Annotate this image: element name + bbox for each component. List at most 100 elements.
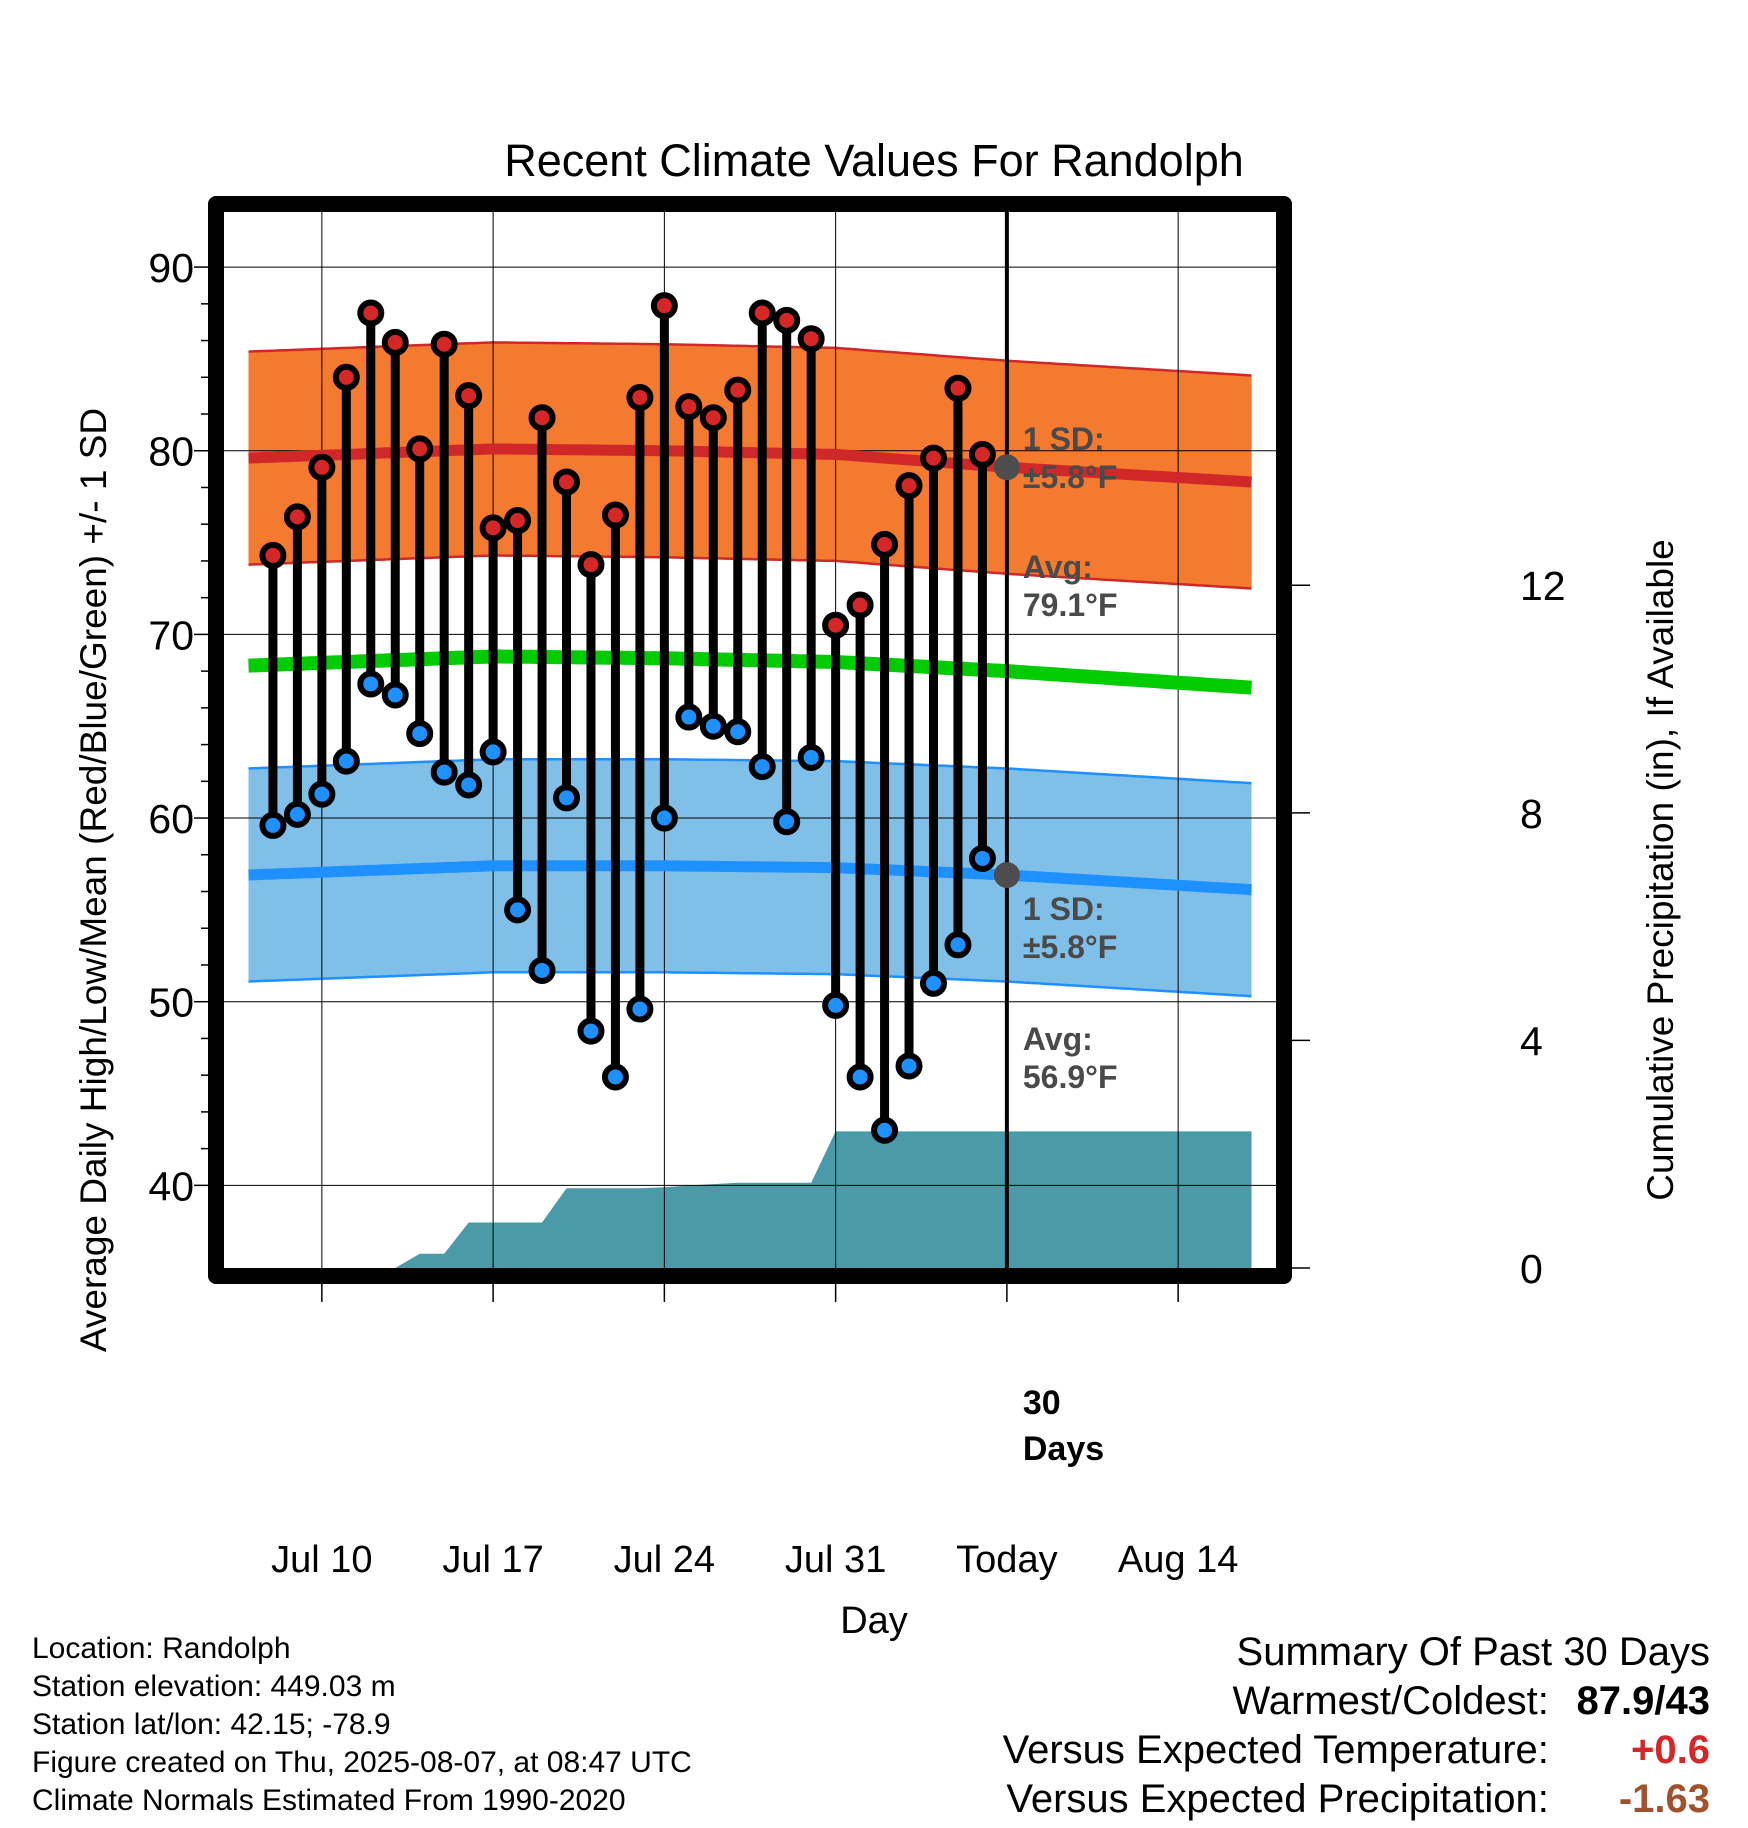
station-location: Location: Randolph: [32, 1632, 291, 1665]
high-sd-annotation: 1 SD: ±5.8°F: [1023, 421, 1117, 495]
summary-row-temperature: Versus Expected Temperature: +0.6: [810, 1726, 1710, 1775]
daily-high-point: [724, 376, 752, 404]
daily-low-point: [332, 747, 360, 775]
climate-normals-note: Climate Normals Estimated From 1990-2020: [32, 1784, 626, 1817]
daily-high-point: [259, 541, 287, 569]
today-low-normal-dot: [993, 861, 1020, 888]
summary-value: 87.9/43: [1576, 1679, 1710, 1723]
daily-low-point: [381, 681, 409, 709]
summary-label: Versus Expected Temperature:: [1002, 1728, 1549, 1772]
y2-tick-label: 12: [1520, 563, 1566, 609]
daily-low-point: [650, 804, 678, 832]
daily-low-point: [601, 1063, 629, 1091]
daily-low-point: [724, 718, 752, 746]
daily-low-point: [357, 670, 385, 698]
y-tick-label: 50: [148, 980, 194, 1026]
y2-tick-label: 0: [1520, 1246, 1543, 1292]
station-latlon: Station lat/lon: 42.15; -78.9: [32, 1708, 391, 1741]
daily-high-point: [699, 404, 727, 432]
daily-high-point: [479, 514, 507, 542]
daily-high-point: [308, 453, 336, 481]
y2-axis-label: Cumulative Precipitation (in), If Availa…: [1640, 539, 1681, 1201]
today-high-normal-dot: [993, 454, 1020, 481]
daily-low-point: [968, 844, 996, 872]
low-sd-annotation: 1 SD: ±5.8°F: [1023, 891, 1117, 965]
daily-low-point: [283, 800, 311, 828]
daily-high-point: [944, 374, 972, 402]
daily-high-point: [748, 299, 776, 327]
daily-high-point: [675, 393, 703, 421]
daily-high-point: [504, 507, 532, 535]
daily-low-point: [919, 969, 947, 997]
precipitation-area: [272, 1131, 1252, 1268]
x-tick-label: Today: [956, 1539, 1057, 1581]
daily-low-point: [430, 758, 458, 786]
summary-value: -1.63: [1618, 1777, 1710, 1821]
daily-low-point: [528, 956, 556, 984]
y-axis-label: Average Daily High/Low/Mean (Red/Blue/Gr…: [73, 408, 114, 1352]
daily-high-point: [455, 382, 483, 410]
summary-value: +0.6: [1631, 1728, 1710, 1772]
figure-created: Figure created on Thu, 2025-08-07, at 08…: [32, 1746, 692, 1779]
low-avg-annotation: Avg: 56.9°F: [1023, 1021, 1118, 1095]
daily-high-point: [919, 444, 947, 472]
daily-low-point: [797, 743, 825, 771]
daily-low-point: [577, 1017, 605, 1045]
daily-low-point: [259, 811, 287, 839]
daily-high-point: [553, 468, 581, 496]
low-band-lower-edge: [248, 971, 1252, 998]
y2-tick-label: 8: [1520, 791, 1543, 837]
daily-low-point: [871, 1116, 899, 1144]
plot-frame: [208, 196, 1292, 1284]
y-tick-label: 60: [148, 796, 194, 842]
daily-high-point: [577, 551, 605, 579]
chart-title: Recent Climate Values For Randolph: [504, 135, 1244, 186]
x-tick-label: Jul 10: [271, 1539, 372, 1581]
daily-low-point: [822, 991, 850, 1019]
daily-low-point: [308, 780, 336, 808]
daily-low-point: [944, 931, 972, 959]
daily-high-point: [357, 299, 385, 327]
summary-panel: Summary Of Past 30 Days Warmest/Coldest:…: [810, 1628, 1710, 1824]
daily-high-point: [797, 325, 825, 353]
daily-low-point: [675, 703, 703, 731]
daily-high-point: [332, 363, 360, 391]
summary-label: Versus Expected Precipitation:: [1006, 1777, 1549, 1821]
high-avg-annotation: Avg: 79.1°F: [1023, 549, 1118, 623]
daily-high-point: [895, 472, 923, 500]
daily-high-point: [650, 292, 678, 320]
summary-title: Summary Of Past 30 Days: [1236, 1630, 1710, 1674]
daily-low-point: [626, 995, 654, 1023]
y-tick-label: 70: [148, 612, 194, 658]
summary-row-precipitation: Versus Expected Precipitation: -1.63: [810, 1775, 1710, 1824]
daily-high-point: [283, 503, 311, 531]
daily-high-point: [626, 383, 654, 411]
y-tick-label: 80: [148, 429, 194, 475]
summary-label: Warmest/Coldest:: [1232, 1679, 1549, 1723]
daily-high-point: [406, 435, 434, 463]
high-band-upper-edge: [248, 341, 1252, 377]
x-tick-label: Aug 14: [1118, 1539, 1238, 1581]
daily-low-point: [773, 808, 801, 836]
x-axis-label: Day: [840, 1600, 908, 1642]
daily-low-point: [553, 784, 581, 812]
daily-high-point: [601, 501, 629, 529]
daily-low-point: [748, 753, 776, 781]
daily-high-point: [846, 591, 874, 619]
daily-high-point: [871, 530, 899, 558]
y2-tick-label: 4: [1520, 1018, 1543, 1064]
daily-low-point: [699, 712, 727, 740]
daily-high-point: [822, 611, 850, 639]
summary-row-warmest: Warmest/Coldest: 87.9/43: [810, 1677, 1711, 1726]
y-tick-label: 40: [148, 1163, 194, 1209]
daily-high-point: [430, 330, 458, 358]
daily-low-point: [895, 1052, 923, 1080]
x-tick-label: Jul 17: [442, 1539, 543, 1581]
daily-high-point: [773, 306, 801, 334]
daily-low-point: [846, 1063, 874, 1091]
y-tick-label: 90: [148, 245, 194, 291]
low-band-upper-edge: [248, 758, 1252, 785]
plot-area: 1 SD: ±5.8°F Avg: 79.1°F 1 SD: ±5.8°F Avg: 56.9…: [148, 196, 1566, 1581]
x-tick-label: Jul 31: [785, 1539, 886, 1581]
daily-low-point: [406, 720, 434, 748]
